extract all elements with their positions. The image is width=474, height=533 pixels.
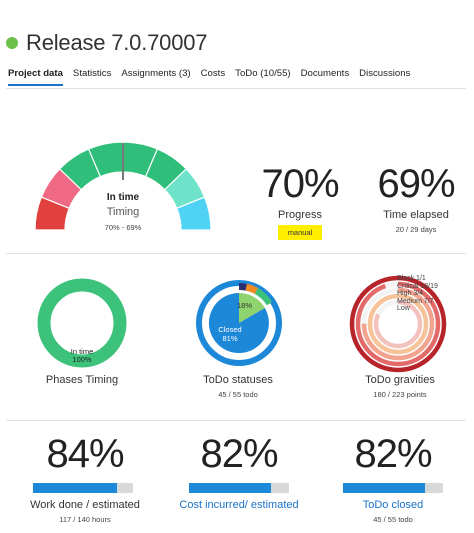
row1-divider	[6, 253, 466, 254]
todo-closed-value: 82%	[354, 432, 432, 476]
phases-inner-value: 100%	[72, 355, 92, 364]
status-dot	[6, 37, 18, 49]
work-done-value: 84%	[46, 432, 124, 476]
tab-discussions[interactable]: Discussions	[359, 68, 411, 79]
progress-mode-wrap: manual	[238, 222, 362, 240]
phases-inner-text: In time	[70, 347, 94, 356]
time-elapsed-label: Time elapsed	[383, 209, 449, 221]
tab-documents[interactable]: Documents	[300, 68, 350, 79]
timing-label: Timing	[106, 206, 140, 218]
cost-incurred-bar	[189, 483, 289, 493]
todo-gravities-detail: 180 / 223 points	[373, 390, 427, 399]
gauge-segment-8	[175, 196, 212, 231]
page-title: Release 7.0.70007	[26, 30, 208, 55]
row2-divider	[6, 420, 466, 421]
gravity-legend-medium: Medium 7/7	[397, 297, 434, 305]
phases-timing-donut	[37, 278, 127, 368]
phases-timing-label: Phases Timing	[45, 374, 119, 386]
todo-closed-link[interactable]: ToDo closed	[362, 499, 424, 511]
statuses-closed-label: Closed	[218, 325, 242, 334]
progress-mode-badge: manual	[277, 225, 323, 240]
todo-closed-bar-fill	[343, 483, 425, 493]
tab-bar: Project data Statistics Assignments (3) …	[8, 68, 420, 86]
todo-gravities-chart	[349, 275, 447, 373]
gravity-ring-4	[367, 293, 429, 355]
time-elapsed-detail: 20 / 29 days	[395, 225, 437, 234]
tab-assignments[interactable]: Assignments (3)	[121, 68, 191, 79]
statuses-closed-text: Closed 81%	[212, 325, 248, 343]
tabs-divider	[6, 88, 466, 89]
gravities-legend: Block 1/1 Critical 18/19 High 3/4 Medium…	[397, 275, 438, 313]
timing-status: In time	[106, 192, 140, 203]
progress-label: Progress	[277, 209, 323, 221]
todo-statuses-chart	[196, 280, 282, 366]
todo-statuses-detail: 45 / 55 todo	[218, 390, 258, 399]
todo-gravities-label: ToDo gravities	[365, 374, 435, 386]
statuses-other-value: 18%	[237, 301, 253, 310]
gravity-legend-block: Block 1/1	[397, 275, 426, 282]
progress-value: 70%	[261, 162, 339, 206]
gravity-ring-1	[349, 275, 447, 373]
work-done-label: Work done / estimated	[30, 499, 140, 511]
gravity-legend-high: High 3/4	[397, 290, 424, 298]
tab-project-data[interactable]: Project data	[8, 68, 63, 86]
statuses-slice-closed	[208, 292, 269, 353]
statuses-closed-value: 81%	[222, 334, 238, 343]
work-done-bar	[33, 483, 133, 493]
gravity-ring-2	[355, 281, 441, 367]
header: Release 7.0.70007	[6, 30, 208, 56]
tab-todo[interactable]: ToDo (10/55)	[235, 68, 291, 79]
statuses-slice-open	[239, 293, 265, 323]
todo-closed-detail: 45 / 55 todo	[373, 515, 413, 524]
work-done-detail: 117 / 140 hours	[59, 515, 111, 524]
time-elapsed-value: 69%	[377, 162, 455, 206]
tab-statistics[interactable]: Statistics	[72, 68, 112, 79]
timing-gauge	[34, 141, 212, 231]
work-done-bar-fill	[33, 483, 117, 493]
cost-incurred-value: 82%	[200, 432, 278, 476]
gravity-ring-5	[373, 299, 423, 349]
todo-closed-bar	[343, 483, 443, 493]
timing-range: 70% - 69%	[104, 223, 142, 232]
phases-ring	[37, 278, 127, 368]
gravity-ring-3	[361, 287, 435, 361]
gravity-legend-critical: Critical 18/19	[397, 282, 438, 290]
tab-costs[interactable]: Costs	[200, 68, 226, 79]
todo-statuses-label: ToDo statuses	[203, 374, 273, 386]
phases-inner: In time 100%	[52, 348, 112, 364]
cost-incurred-bar-fill	[189, 483, 271, 493]
cost-incurred-link[interactable]: Cost incurred/ estimated	[179, 499, 299, 511]
gravity-legend-low: Low	[397, 305, 410, 313]
